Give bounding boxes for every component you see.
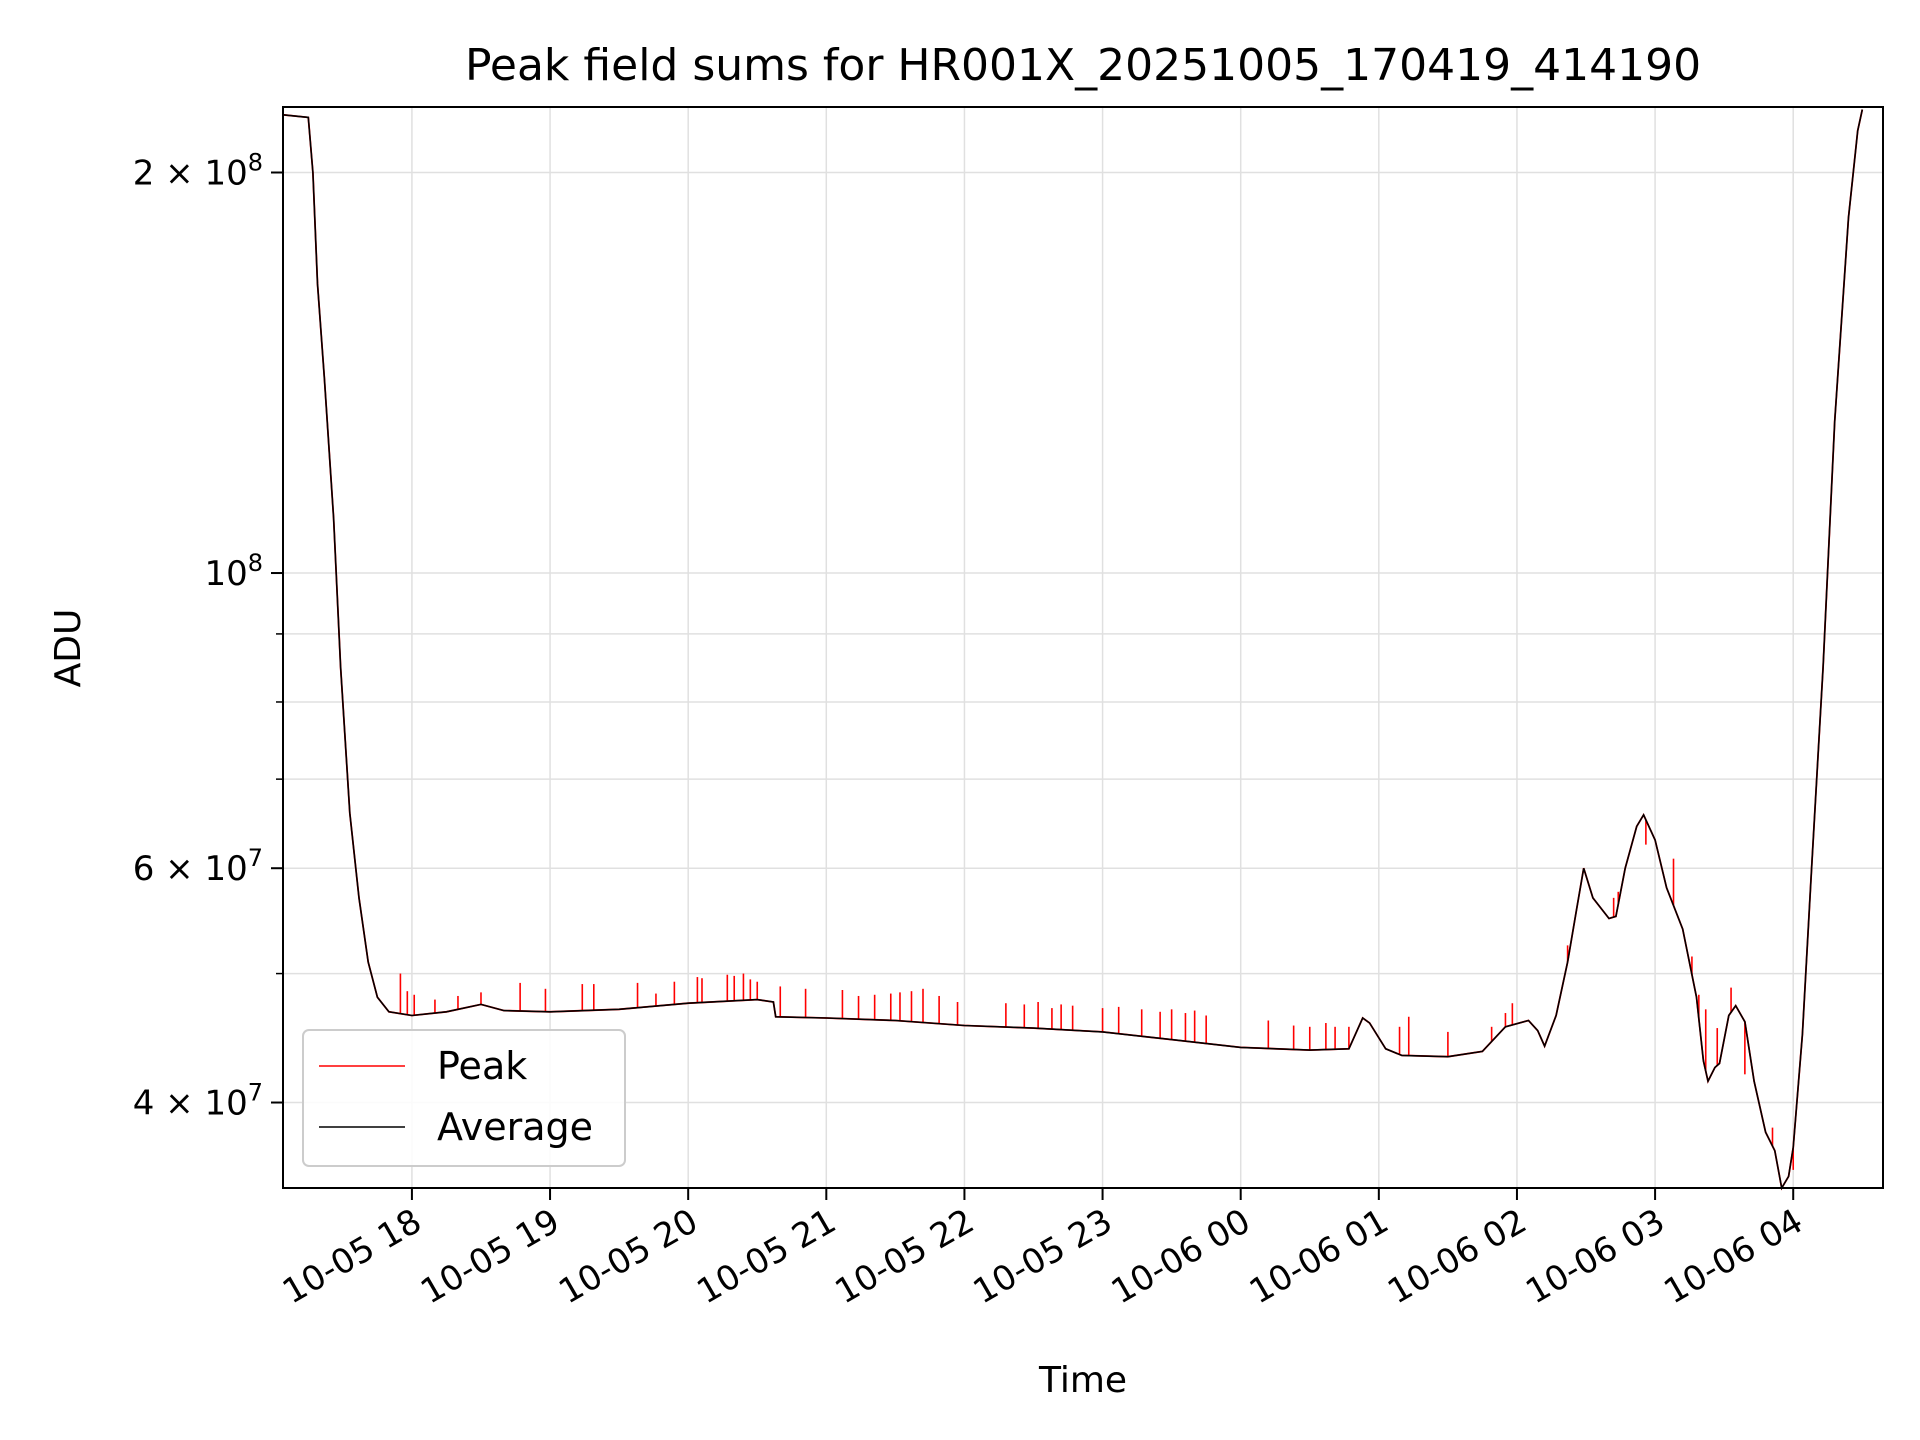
grid — [283, 107, 1883, 1188]
series-line-average — [282, 109, 1864, 1191]
y-tick-label: 4 × 107 — [133, 1079, 263, 1124]
legend-label-average: Average — [437, 1105, 593, 1149]
y-tick-exponent: 8 — [248, 549, 263, 577]
y-tick-exponent: 7 — [248, 1079, 263, 1107]
legend-label-peak: Peak — [437, 1044, 527, 1088]
y-tick-mantissa: 10 — [204, 554, 247, 594]
chart-title: Peak field sums for HR001X_20251005_1704… — [465, 40, 1701, 91]
y-tick-exponent: 7 — [248, 844, 263, 872]
y-tick-mantissa: 6 × 10 — [133, 849, 248, 889]
y-tick-exponent: 8 — [248, 148, 263, 176]
y-tick-label: 108 — [204, 549, 263, 594]
y-tick-label: 6 × 107 — [133, 844, 263, 889]
y-tick-mantissa: 4 × 10 — [133, 1084, 248, 1124]
y-axis-title: ADU — [48, 609, 89, 688]
legend: Peak Average — [302, 1029, 626, 1167]
y-tick-label: 2 × 108 — [133, 148, 263, 193]
plot-area — [282, 109, 1864, 1191]
plot-frame — [282, 106, 1884, 1189]
x-axis-title: Time — [1038, 1360, 1127, 1401]
legend-box — [302, 1029, 626, 1167]
y-tick-mantissa: 2 × 10 — [133, 153, 248, 193]
